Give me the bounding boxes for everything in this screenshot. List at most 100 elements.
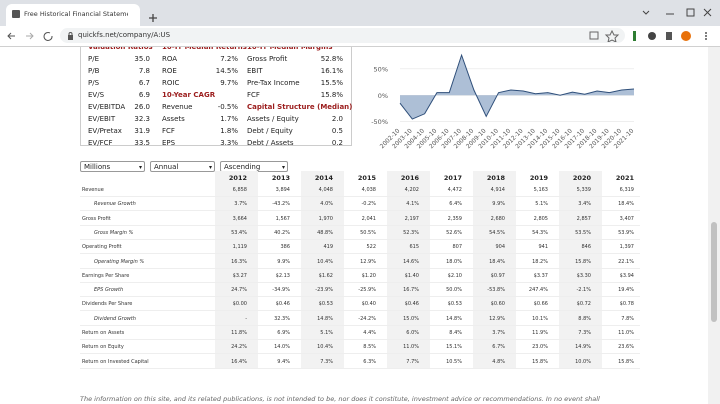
summary-value: 0.5 (331, 127, 343, 135)
column-shade (559, 171, 602, 369)
column-shade (387, 171, 430, 369)
row-label: EPS Growth (94, 287, 124, 294)
cell: - (245, 315, 247, 322)
cell: 522 (366, 244, 376, 251)
cell: 53.9% (618, 229, 634, 236)
cell: 14.8% (317, 315, 333, 322)
summary-value: 35.0 (134, 55, 150, 63)
cell: 6.4% (449, 201, 462, 208)
cell: 50.5% (360, 229, 376, 236)
cell: 7.8% (621, 315, 634, 322)
cell: 5,339 (576, 187, 591, 193)
cell: 386 (280, 244, 290, 251)
cell: 3.7% (492, 330, 505, 336)
cell: 10.1% (532, 315, 548, 322)
summary-label: EV/EBITDA (88, 103, 126, 111)
year-header: 2020 (572, 174, 591, 182)
cell: 1,970 (318, 215, 333, 222)
cell: 904 (495, 244, 505, 251)
cell: 2,197 (404, 215, 419, 222)
cell: 53.4% (231, 229, 247, 236)
cell: $0.72 (576, 301, 591, 308)
cell: 8.8% (578, 315, 591, 322)
select[interactable]: Millions ▾ (80, 161, 145, 172)
year-header: 2018 (486, 174, 505, 182)
tab-title: Free Historical Financial Stateme (24, 10, 128, 18)
window-controls[interactable] (640, 6, 716, 20)
summary-value: 52.8% (320, 55, 343, 63)
lock-icon (68, 32, 73, 40)
chart: -50%0%50%2002-102003-102004-102005-10200… (371, 53, 636, 150)
cell: 4,914 (490, 187, 505, 193)
cell: -53.8% (487, 287, 505, 294)
row-rule (80, 353, 640, 355)
cell: $1.20 (361, 272, 376, 279)
year-header: 2015 (357, 174, 376, 182)
cell: -2.1% (576, 287, 591, 294)
cell: 941 (538, 244, 548, 251)
summary-heading: 10-Yr Median Returns (162, 47, 247, 51)
summary-label: P/E (88, 55, 100, 63)
plus-icon (149, 14, 157, 22)
select[interactable]: Annual ▾ (150, 161, 215, 172)
tab[interactable] (6, 4, 140, 26)
address-bar-row: quickfs.net/company/A:US (0, 26, 720, 47)
cell: 4,038 (361, 187, 376, 193)
cell: 12.9% (360, 258, 376, 265)
scrollbar-thumb[interactable] (711, 222, 717, 322)
cell: -0.2% (361, 201, 376, 208)
summary-label: ROA (162, 55, 178, 63)
cell: 15.0% (403, 315, 419, 322)
cell: $3.27 (232, 272, 247, 279)
omnibox[interactable] (60, 28, 625, 43)
summary-label: FCF (162, 127, 175, 135)
summary-label: Debt / Assets (247, 139, 294, 147)
line (399, 53, 635, 120)
cell: 10.4% (317, 344, 333, 351)
cell: 2,359 (447, 215, 462, 222)
cell: 6,858 (232, 187, 247, 193)
toolbar-icons[interactable] (588, 30, 718, 42)
cell: 5,163 (533, 187, 548, 193)
cell: 19.4% (618, 287, 634, 294)
year-header: 2014 (314, 174, 333, 182)
row-label: Return on Assets (82, 330, 125, 336)
dropdown-arrow: ▾ (208, 164, 212, 171)
cell: 18.4% (489, 258, 505, 265)
cell: $3.37 (533, 272, 548, 279)
cell: 10.5% (446, 358, 462, 365)
cell: 2,857 (576, 215, 591, 222)
cell: $1.40 (404, 272, 419, 279)
new-tab-button[interactable] (148, 8, 158, 22)
cell: 4.8% (492, 358, 505, 365)
cell: $0.60 (490, 301, 505, 308)
summary-label: EV/Pretax (88, 127, 122, 135)
scrollbar[interactable] (708, 47, 720, 404)
summary-value: 7.2% (220, 55, 238, 63)
row-rule (80, 253, 640, 255)
cell: 10.4% (317, 258, 333, 265)
cell: 52.3% (403, 229, 419, 236)
cell: $2.13 (275, 272, 290, 279)
cell: 1,397 (619, 244, 634, 251)
cell: 15.8% (618, 358, 634, 365)
row-rule (80, 367, 640, 369)
summary-label: Debt / Equity (247, 127, 293, 135)
cell: 54.5% (489, 229, 505, 236)
summary-label: P/S (88, 79, 100, 87)
nav-buttons[interactable] (6, 30, 58, 42)
row-rule (80, 339, 640, 340)
summary-label: Pre-Tax Income (247, 79, 300, 87)
year-header: 2016 (400, 174, 419, 182)
cell: $0.66 (533, 301, 548, 308)
summary-label: P/B (88, 67, 100, 75)
cell: 9.4% (277, 358, 290, 365)
cell: -23.9% (315, 287, 333, 294)
column-shade (215, 171, 258, 369)
summary-label: Revenue (162, 103, 193, 111)
row-label: Return on Equity (82, 344, 124, 351)
cell: 53.5% (575, 229, 591, 236)
cell: 23.0% (532, 344, 548, 351)
cell: 807 (452, 244, 462, 251)
